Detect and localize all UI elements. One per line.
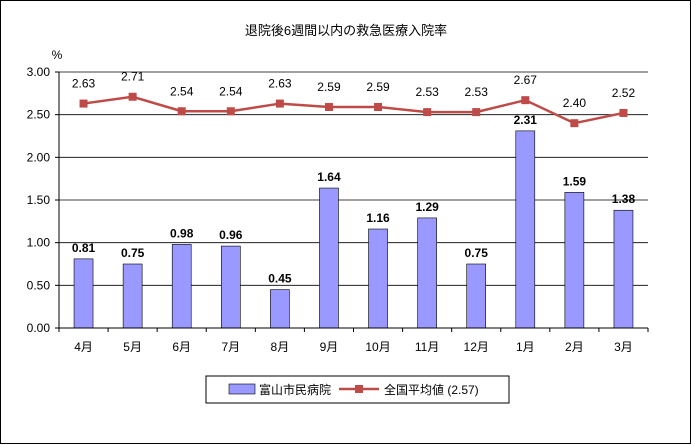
bar	[417, 217, 437, 329]
line-value-label: 2.53	[465, 85, 489, 99]
x-tick-label: 9月	[320, 340, 339, 354]
x-tick-label: 10月	[365, 340, 390, 354]
line-value-label: 2.53	[415, 85, 439, 99]
bar	[613, 209, 634, 329]
bar	[73, 258, 94, 329]
x-tick-label: 1月	[516, 340, 535, 354]
line-marker	[128, 92, 137, 101]
bar-value-label: 1.38	[612, 192, 636, 206]
line-marker	[423, 108, 432, 117]
bar-value-label: 0.75	[465, 246, 489, 260]
legend-line-label: 全国平均値 (2.57)	[384, 382, 479, 397]
legend-line-marker	[355, 385, 363, 393]
y-tick-label: 2.00	[27, 150, 51, 164]
y-tick-label: 1.00	[27, 236, 51, 250]
x-tick-label: 12月	[464, 340, 489, 354]
bar-value-label: 2.31	[514, 113, 538, 127]
x-tick-label: 2月	[565, 340, 584, 354]
line-value-label: 2.71	[121, 70, 145, 84]
bar	[270, 289, 290, 329]
line-marker	[472, 108, 481, 117]
bar-value-label: 1.29	[415, 200, 439, 214]
legend: 富山市民病院 全国平均値 (2.57)	[205, 375, 510, 404]
x-tick-label: 8月	[271, 340, 290, 354]
bar-series	[73, 130, 634, 329]
y-tick-label: 1.50	[27, 193, 51, 207]
line-series	[79, 92, 628, 128]
grid-lines	[59, 71, 648, 286]
y-axis-unit: %	[52, 48, 63, 62]
axes: 0.00 0.50 1.00 1.50 2.00 2.50 3.00 4月 5月 6月 7月 8月 9月…	[27, 65, 649, 354]
line-value-label: 2.54	[170, 84, 194, 98]
x-tick-label: 11月	[415, 340, 439, 354]
chart-title: 退院後6週間以内の救急医療入院率	[245, 23, 447, 38]
y-tick-label: 0.00	[27, 321, 51, 335]
bar-value-label: 1.59	[563, 174, 587, 188]
bar	[122, 263, 143, 329]
bar-value-label: 0.98	[170, 226, 194, 240]
line-marker	[619, 108, 628, 117]
bar-value-label: 0.45	[268, 272, 292, 286]
bar	[564, 192, 585, 329]
line-series-path	[83, 95, 624, 125]
x-tick-label: 7月	[221, 340, 240, 354]
bar	[171, 244, 192, 329]
bar-value-label: 0.81	[72, 241, 96, 255]
bar	[515, 130, 536, 329]
line-value-label: 2.67	[514, 73, 538, 87]
line-marker	[570, 119, 579, 128]
line-marker	[275, 99, 284, 108]
legend-bar-swatch	[228, 383, 256, 395]
bar-value-label: 0.75	[121, 246, 145, 260]
line-marker	[79, 99, 88, 108]
y-tick-label: 3.00	[27, 65, 51, 79]
line-value-label: 2.54	[219, 84, 243, 98]
bar-value-label: 1.64	[317, 170, 341, 184]
y-tick-label: 2.50	[27, 108, 51, 122]
x-tick-label: 5月	[123, 340, 142, 354]
line-value-label: 2.63	[268, 77, 292, 91]
bar	[319, 187, 339, 329]
bar-value-label: 1.16	[366, 211, 390, 225]
bar	[466, 263, 487, 329]
line-value-label: 2.40	[563, 96, 587, 110]
y-tick-label: 0.50	[27, 278, 51, 292]
legend-bar-label: 富山市民病院	[259, 382, 331, 397]
line-marker	[521, 96, 530, 105]
line-marker	[374, 102, 383, 111]
line-marker	[177, 107, 186, 116]
x-tick-label: 4月	[74, 340, 93, 354]
bar	[368, 228, 388, 329]
bar	[220, 245, 241, 329]
x-tick-label: 3月	[614, 340, 633, 354]
line-value-label: 2.59	[366, 80, 390, 94]
bar-value-label: 0.96	[219, 228, 243, 242]
line-value-label: 2.52	[612, 86, 636, 100]
line-marker	[226, 107, 235, 116]
data-labels: 0.81 0.75 0.98 0.96 0.45 1.64 1.16 1.29 0.75 2.31…	[72, 70, 636, 286]
line-marker	[324, 102, 333, 111]
x-tick-label: 6月	[172, 340, 191, 354]
line-value-label: 2.59	[317, 80, 341, 94]
line-value-label: 2.63	[72, 77, 96, 91]
